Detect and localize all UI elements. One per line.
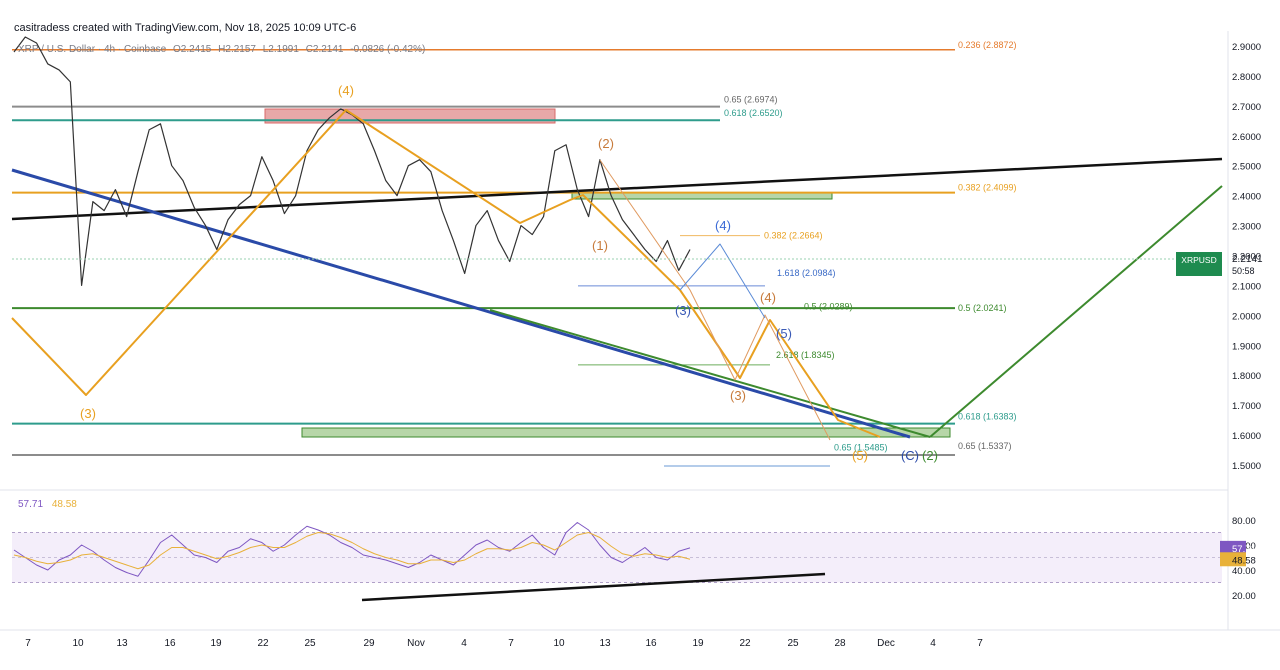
support-zone-lower [301, 427, 951, 438]
symbol-header: XRP / U.S. Dollar · 4h · Coinbase O2.241… [18, 44, 429, 55]
rsi-series [13, 522, 691, 577]
x-tick-label: 19 [210, 638, 222, 649]
y-tick-label: 1.5000 [1232, 461, 1261, 472]
wave-path-projection [599, 159, 831, 441]
rsi-tick-label: 40.00 [1232, 566, 1256, 577]
y-tick-label: 2.8000 [1232, 72, 1261, 83]
rsi-ma-series [13, 532, 691, 570]
x-tick-label: 13 [116, 638, 128, 649]
fib-label: 0.5 (2.0241) [958, 303, 1007, 313]
price-badge-bg [1176, 252, 1222, 276]
rsi-legend-value: 57.71 [18, 499, 44, 510]
wave-label: (4) [338, 83, 354, 98]
y-tick-label: 2.5000 [1232, 162, 1261, 173]
wave-path-orange [11, 109, 881, 438]
y-tick-label: 2.9000 [1232, 42, 1261, 53]
ohlc-low: L2.1991 [262, 44, 299, 55]
trendline-blue [11, 168, 911, 439]
fib-label: 0.65 (1.5485) [834, 443, 888, 453]
x-tick-label: 7 [977, 638, 983, 649]
ohlc-close: C2.2141 [305, 44, 344, 55]
x-tick-label: Nov [407, 638, 425, 649]
wave-path-blue [679, 243, 766, 319]
x-tick-label: 16 [645, 638, 657, 649]
wave-label: (3) [675, 303, 691, 318]
fib-label: 0.618 (1.6383) [958, 412, 1017, 422]
fib-label: 2.618 (1.8345) [776, 350, 835, 360]
ohlc-open: O2.2415 [173, 44, 212, 55]
y-tick-label: 1.7000 [1232, 401, 1261, 412]
y-tick-label: 2.2000 [1232, 252, 1261, 263]
x-tick-label: 22 [739, 638, 751, 649]
projection-green [929, 185, 1223, 438]
price-badge-countdown: 50:58 [1232, 266, 1255, 276]
rsi-legend: 57.71 48.58 [18, 499, 77, 510]
wave-label: (C) [901, 448, 919, 463]
x-tick-label: 7 [25, 638, 31, 649]
x-tick-label: 25 [787, 638, 799, 649]
rsi-ma-badge: 48.58 [1232, 555, 1256, 566]
x-tick-label: 10 [72, 638, 84, 649]
wave-label: (3) [730, 388, 746, 403]
y-tick-label: 2.4000 [1232, 192, 1261, 203]
fib-label: 0.382 (2.4099) [958, 183, 1017, 193]
fib-label: 0.618 (2.6520) [724, 108, 783, 118]
x-tick-label: 7 [508, 638, 514, 649]
wave-label: (4) [760, 290, 776, 305]
fib-label: 1.618 (2.0984) [777, 268, 836, 278]
x-tick-label: 13 [599, 638, 611, 649]
rsi-ma-legend-value: 48.58 [51, 499, 77, 510]
rsi-ma-badge-bg [1220, 552, 1246, 567]
wave-label: (3) [80, 406, 96, 421]
symbol-title: XRP / U.S. Dollar · 4h · Coinbase [18, 44, 167, 55]
rsi-badge-bg [1220, 540, 1246, 555]
ohlc-change: -0.0826 (-0.42%) [350, 44, 426, 55]
trendline-green [489, 309, 931, 438]
y-tick-label: 2.7000 [1232, 102, 1261, 113]
wave-label: (4) [715, 218, 731, 233]
ohlc-high: H2.2157 [218, 44, 256, 55]
trendline-black [11, 157, 1223, 221]
wave-label: (5) [776, 326, 792, 341]
y-tick-label: 2.0000 [1232, 311, 1261, 322]
y-tick-label: 1.6000 [1232, 431, 1261, 442]
rsi-tick-label: 20.00 [1232, 591, 1256, 602]
x-tick-label: 4 [461, 638, 467, 649]
fib-label: 0.65 (1.5337) [958, 441, 1012, 451]
x-tick-label: 19 [692, 638, 704, 649]
fib-label: 0.5 (2.0289) [804, 302, 853, 312]
x-tick-label: 16 [164, 638, 176, 649]
chart-credit: casitradess created with TradingView.com… [14, 22, 357, 34]
y-tick-label: 2.3000 [1232, 222, 1261, 233]
fib-label: 0.65 (2.6974) [724, 95, 778, 105]
wave-label: (2) [598, 136, 614, 151]
wave-label: (1) [592, 238, 608, 253]
rsi-trendline [361, 572, 826, 602]
y-tick-label: 1.8000 [1232, 371, 1261, 382]
x-tick-label: 28 [834, 638, 846, 649]
wave-label: (2) [922, 448, 938, 463]
rsi-badge: 57.71 [1232, 544, 1256, 555]
fib-label: 0.382 (2.2664) [764, 231, 823, 241]
x-tick-label: 10 [553, 638, 565, 649]
price-badge-price: 2.2141 [1232, 254, 1263, 265]
x-tick-label: Dec [877, 638, 895, 649]
price-badge-ticker: XRPUSD [1181, 255, 1216, 265]
x-tick-label: 29 [363, 638, 375, 649]
rsi-tick-label: 80.00 [1232, 516, 1256, 527]
wave-label: (5) [852, 448, 868, 463]
x-tick-label: 22 [257, 638, 269, 649]
x-tick-label: 4 [930, 638, 936, 649]
y-tick-label: 2.1000 [1232, 281, 1261, 292]
y-tick-label: 2.6000 [1232, 132, 1261, 143]
x-tick-label: 25 [304, 638, 316, 649]
y-tick-label: 1.9000 [1232, 341, 1261, 352]
fib-label: 0.236 (2.8872) [958, 40, 1017, 50]
